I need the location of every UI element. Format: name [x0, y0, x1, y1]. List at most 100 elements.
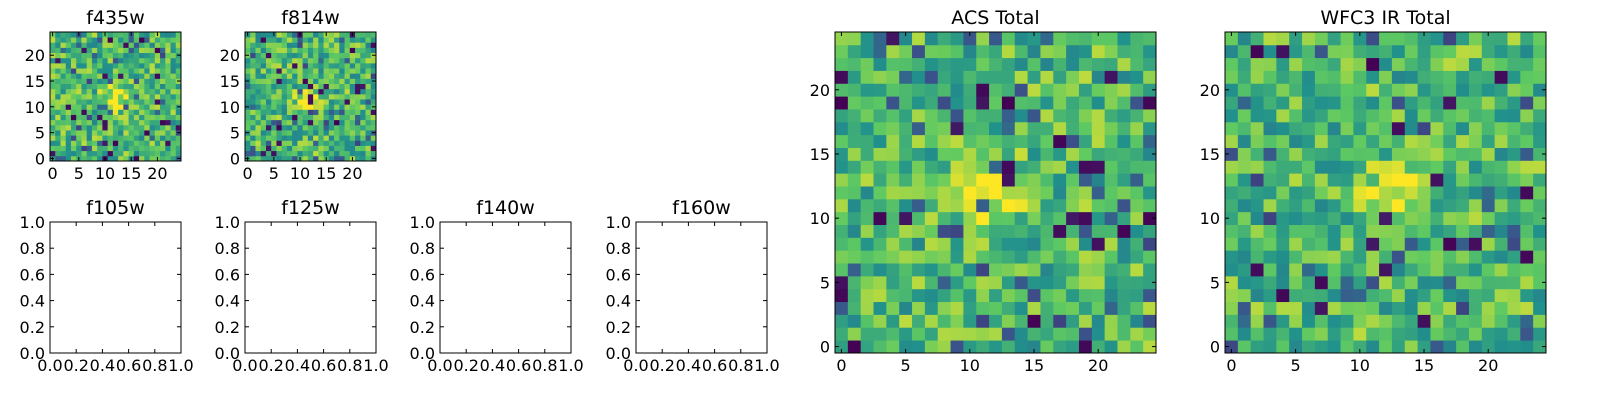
heatmap-cell [170, 119, 177, 126]
heatmap-cell [1443, 301, 1457, 315]
heatmap-cell [292, 130, 298, 136]
heatmap-cell [1314, 173, 1329, 187]
heatmap-cell [334, 68, 340, 74]
heatmap-cell [1456, 237, 1470, 251]
heatmap-cell [271, 109, 277, 115]
heatmap-cell [963, 224, 977, 238]
heatmap-cell [1053, 237, 1067, 251]
heatmap-cell [170, 68, 177, 74]
heatmap-cell [76, 109, 82, 115]
heatmap-cell [102, 83, 109, 90]
heatmap-cell [297, 99, 304, 105]
heatmap-cell [1340, 44, 1354, 59]
axes-frame [834, 31, 1157, 354]
heatmap-cell [112, 88, 119, 95]
heatmap-cell [1507, 250, 1521, 264]
heatmap-cell [355, 150, 361, 157]
heatmap-cell [1507, 314, 1521, 328]
heatmap-cell [334, 109, 340, 115]
heatmap-cell [1104, 109, 1118, 123]
heatmap-cell [297, 42, 304, 48]
heatmap-cell [1276, 109, 1290, 123]
heatmap-cell [1353, 96, 1367, 110]
heatmap-cell [81, 99, 88, 105]
heatmap-cell [912, 96, 926, 110]
heatmap-cell [1078, 186, 1093, 200]
heatmap-cell [1263, 160, 1277, 174]
heatmap-cell [286, 135, 293, 141]
heatmap-cell [1104, 340, 1118, 354]
heatmap-cell [1417, 44, 1431, 59]
heatmap-cell [1456, 83, 1470, 97]
heatmap-cell [1225, 57, 1239, 71]
heatmap-cell [50, 42, 56, 48]
heatmap-cell [139, 62, 145, 69]
heatmap-cell [281, 73, 288, 79]
y-tick-label: 20 [220, 46, 240, 65]
heatmap-cell [963, 173, 977, 187]
heatmap-cell [349, 52, 356, 59]
heatmap-cell [271, 150, 277, 157]
heatmap-cell [250, 130, 256, 136]
heatmap-cell [873, 173, 887, 187]
heatmap-cell [170, 93, 177, 100]
heatmap-cell [1340, 121, 1354, 136]
heatmap-cell [276, 135, 283, 141]
subplot-title: f105w [86, 197, 145, 219]
heatmap-cell [365, 119, 372, 126]
heatmap-cell [292, 114, 298, 121]
heatmap-cell [1379, 70, 1393, 84]
heatmap-cell [160, 135, 166, 141]
heatmap-cell [1302, 327, 1316, 341]
heatmap-cell [1456, 109, 1470, 123]
heatmap-cell [976, 301, 990, 315]
y-tick-label: 5 [820, 273, 830, 292]
heatmap-cell [1225, 70, 1239, 84]
heatmap-cell [1225, 263, 1239, 277]
heatmap-cell [349, 114, 356, 121]
heatmap-cell [323, 52, 330, 59]
heatmap-cell [1302, 314, 1316, 328]
heatmap-cell [886, 250, 900, 264]
heatmap-cell [81, 135, 88, 141]
heatmap-cell [1443, 96, 1457, 110]
heatmap-cell [107, 130, 114, 136]
heatmap-cell [302, 32, 309, 38]
heatmap-cell [107, 47, 114, 54]
heatmap-cell [1078, 237, 1093, 251]
heatmap-cell [97, 73, 103, 79]
heatmap-cell [1443, 121, 1457, 136]
heatmap-cell [1430, 198, 1444, 213]
heatmap-cell [170, 88, 177, 95]
heatmap-cell [1533, 224, 1547, 238]
heatmap-cell [963, 211, 977, 225]
heatmap-cell [1494, 340, 1508, 354]
heatmap-cell [1340, 198, 1354, 213]
heatmap-cell [899, 44, 913, 59]
heatmap-cell [107, 124, 114, 131]
heatmap-cell [360, 150, 366, 157]
heatmap-cell [1237, 327, 1252, 341]
heatmap-cell [260, 109, 267, 115]
heatmap-cell [302, 93, 309, 100]
heatmap-cell [307, 124, 314, 131]
heatmap-cell [1443, 32, 1457, 46]
y-tick-label: 5 [230, 124, 240, 143]
heatmap-cell [1143, 211, 1157, 225]
heatmap-cell [313, 78, 319, 84]
heatmap-cell [128, 37, 135, 43]
heatmap-cell [1091, 301, 1106, 315]
heatmap-cell [139, 57, 145, 64]
heatmap-cell [328, 73, 335, 79]
heatmap-cell [1481, 96, 1496, 110]
heatmap-cell [976, 327, 990, 341]
heatmap-cell [860, 224, 874, 238]
heatmap-cell [139, 124, 145, 131]
heatmap-cell [937, 147, 951, 161]
heatmap-cell [1327, 288, 1341, 303]
heatmap-cell [1366, 109, 1380, 123]
heatmap-cell [265, 135, 272, 141]
heatmap-cell [860, 340, 874, 354]
heatmap-cell [144, 93, 150, 100]
heatmap-cell [1225, 147, 1239, 161]
